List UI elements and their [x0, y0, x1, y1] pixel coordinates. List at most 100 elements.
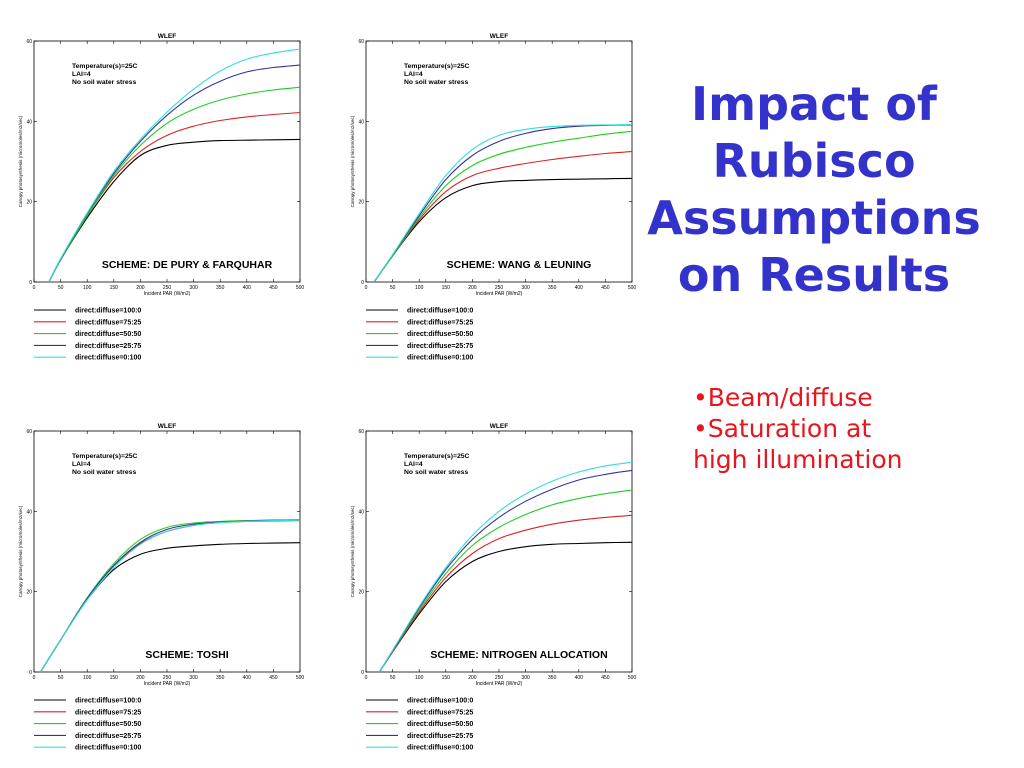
- slide-title-line: Impact of: [691, 77, 937, 131]
- x-tick-label: 0: [365, 285, 368, 291]
- series-line-4: [373, 124, 633, 283]
- x-tick-label: 150: [110, 675, 119, 681]
- bullet-item-beam-diffuse: •Beam/diffuse: [693, 383, 873, 412]
- y-tick-label: 60: [26, 429, 32, 435]
- y-tick-label: 40: [358, 509, 364, 515]
- x-tick-label: 500: [628, 285, 637, 291]
- scheme-label: SCHEME: DE PURY & FARQUHAR: [102, 259, 273, 271]
- series-line-2: [48, 111, 301, 283]
- annotation-line: No soil water stress: [404, 79, 468, 86]
- legend-label: direct:diffuse=100:0: [407, 308, 473, 315]
- y-tick-label: 0: [361, 280, 364, 286]
- x-tick-label: 100: [415, 675, 424, 681]
- y-tick-label: 60: [358, 429, 364, 435]
- x-tick-label: 50: [390, 285, 396, 291]
- bullet-item-saturation: •Saturation at: [693, 414, 872, 443]
- y-tick-label: 40: [26, 509, 32, 515]
- x-tick-label: 300: [521, 285, 530, 291]
- x-tick-label: 100: [415, 285, 424, 291]
- legend-label: direct:diffuse=0:100: [407, 745, 473, 752]
- annotation-line: Temperature(s)=25C: [72, 63, 138, 70]
- annotation-line: Temperature(s)=25C: [72, 453, 138, 460]
- y-tick-label: 60: [26, 39, 32, 45]
- legend-label: direct:diffuse=0:100: [75, 355, 141, 362]
- chart-svg: WLEF 0 50 100 150 200 250 300 350 400 450 500 0 20 40 6…: [350, 423, 637, 752]
- legend-label: direct:diffuse=100:0: [75, 308, 141, 315]
- annotation-line: Temperature(s)=25C: [404, 453, 470, 460]
- series-line-5: [373, 123, 633, 283]
- x-axis-label: Incident PAR (W/m2): [476, 681, 523, 687]
- x-tick-label: 200: [468, 675, 477, 681]
- series-line-3: [48, 86, 301, 283]
- series-line-1: [373, 177, 633, 283]
- x-tick-label: 150: [442, 675, 451, 681]
- x-tick-label: 50: [390, 675, 396, 681]
- x-tick-label: 500: [628, 675, 637, 681]
- series-line-5: [378, 461, 633, 673]
- annotation-line: LAI=4: [72, 71, 91, 78]
- series-line-5: [39, 519, 301, 673]
- series-line-2: [373, 150, 633, 283]
- x-tick-label: 400: [243, 675, 252, 681]
- annotation-line: No soil water stress: [404, 469, 468, 476]
- series-line-5: [48, 48, 301, 283]
- y-axis-label: Canopy photosynthesis (micromoles/m2/sec…: [18, 505, 23, 597]
- chart-panel-toshi: WLEF 0 50 100 150 200 250 300 350 400 450 500 0 20 40 6…: [8, 420, 308, 760]
- chart-panel-nitrogen-allocation: WLEF 0 50 100 150 200 250 300 350 400 450 500 0 20 40 6…: [340, 420, 640, 760]
- y-tick-label: 40: [358, 119, 364, 125]
- series-line-2: [378, 514, 633, 673]
- chart-panel-wang-leuning: WLEF 0 50 100 150 200 250 300 350 400 450 500 0 20 40 6…: [340, 30, 640, 370]
- x-tick-label: 350: [216, 285, 225, 291]
- chart-svg: WLEF 0 50 100 150 200 250 300 350 400 450 500 0 20 40 6…: [350, 33, 637, 362]
- scheme-label: SCHEME: NITROGEN ALLOCATION: [430, 649, 607, 661]
- legend-label: direct:diffuse=50:50: [407, 721, 473, 728]
- series-line-3: [378, 489, 633, 673]
- x-tick-label: 250: [163, 285, 172, 291]
- y-tick-label: 0: [29, 670, 32, 676]
- chart-svg: WLEF 0 50 100 150 200 250 300 350 400 450 500 0 20 40 6…: [18, 33, 305, 362]
- x-tick-label: 300: [521, 675, 530, 681]
- x-tick-label: 250: [163, 675, 172, 681]
- x-tick-label: 250: [495, 285, 504, 291]
- x-tick-label: 0: [33, 285, 36, 291]
- x-axis-label: Incident PAR (W/m2): [144, 291, 191, 297]
- annotation-line: Temperature(s)=25C: [404, 63, 470, 70]
- y-tick-label: 20: [358, 200, 364, 206]
- x-tick-label: 100: [83, 675, 92, 681]
- x-tick-label: 450: [601, 285, 610, 291]
- chart-title: WLEF: [490, 33, 508, 40]
- x-tick-label: 400: [575, 675, 584, 681]
- x-tick-label: 200: [136, 285, 145, 291]
- series-line-3: [373, 130, 633, 283]
- annotation-line: No soil water stress: [72, 79, 136, 86]
- x-tick-label: 150: [110, 285, 119, 291]
- annotation-line: LAI=4: [404, 461, 423, 468]
- chart-svg: WLEF 0 50 100 150 200 250 300 350 400 450 500 0 20 40 6…: [18, 423, 304, 752]
- series-line-4: [378, 469, 633, 673]
- x-tick-label: 350: [548, 675, 557, 681]
- series-line-1: [378, 541, 633, 673]
- x-tick-label: 100: [83, 285, 92, 291]
- y-axis-label: Canopy photosynthesis (micromoles/m2/sec…: [350, 115, 355, 207]
- legend-label: direct:diffuse=0:100: [75, 745, 141, 752]
- bullet-item-saturation-cont: high illumination: [693, 445, 903, 474]
- x-tick-label: 450: [601, 675, 610, 681]
- scheme-label: SCHEME: TOSHI: [145, 649, 228, 661]
- slide-title-line: Rubisco: [712, 134, 916, 188]
- y-axis-label: Canopy photosynthesis (micromoles/m2/sec…: [18, 115, 23, 207]
- legend-label: direct:diffuse=50:50: [75, 721, 141, 728]
- chart-title: WLEF: [490, 423, 508, 430]
- y-tick-label: 40: [26, 119, 32, 125]
- x-tick-label: 350: [548, 285, 557, 291]
- x-tick-label: 250: [495, 675, 504, 681]
- bullet-list: •Beam/diffuse •Saturation at high illumi…: [693, 382, 993, 475]
- y-tick-label: 20: [26, 590, 32, 596]
- y-axis-label: Canopy photosynthesis (micromoles/m2/sec…: [350, 505, 355, 597]
- x-tick-label: 0: [365, 675, 368, 681]
- x-tick-label: 450: [269, 675, 278, 681]
- x-tick-label: 500: [296, 285, 305, 291]
- x-tick-label: 0: [33, 675, 36, 681]
- y-tick-label: 0: [29, 280, 32, 286]
- chart-panel-de-pury-farquhar: WLEF 0 50 100 150 200 250 300 350 400 450 500 0 20 40 6…: [8, 30, 308, 370]
- legend-label: direct:diffuse=50:50: [407, 331, 473, 338]
